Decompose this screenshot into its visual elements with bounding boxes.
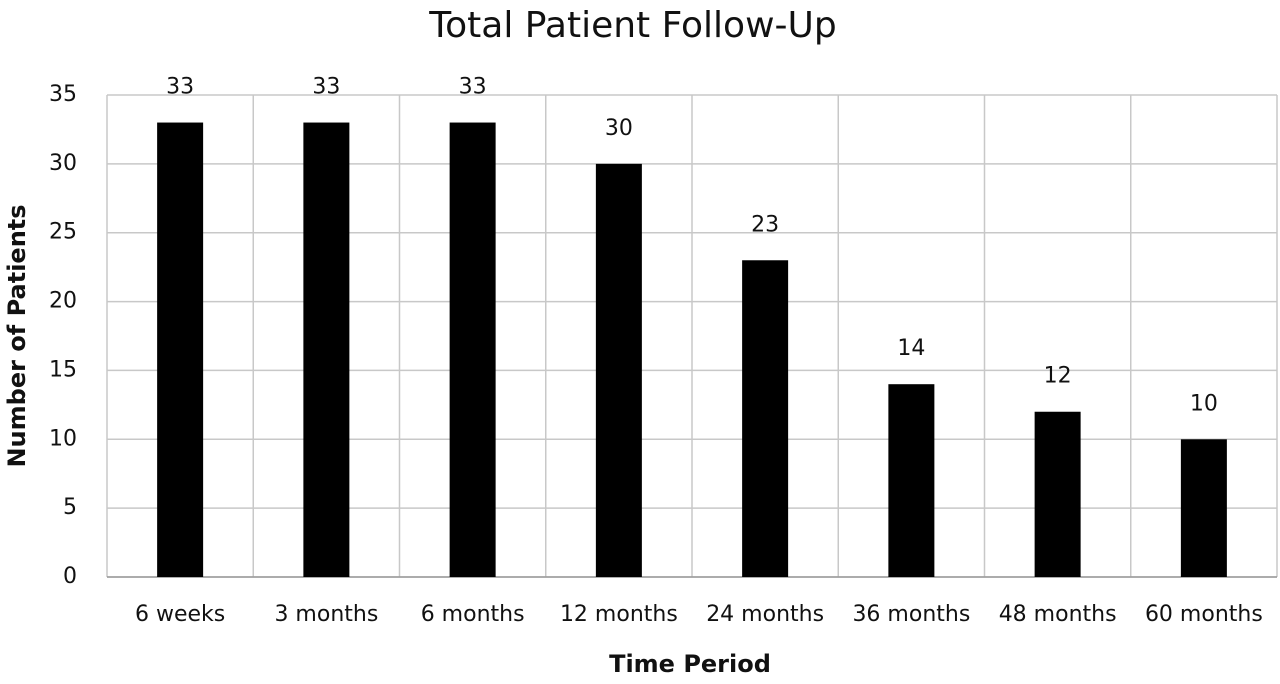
- data-label: 10: [1190, 391, 1218, 416]
- bar: [595, 163, 642, 577]
- bar: [1180, 439, 1227, 577]
- data-label: 33: [166, 75, 194, 100]
- y-tick-label: 25: [49, 220, 77, 245]
- data-label: 33: [312, 75, 340, 100]
- data-label: 23: [751, 212, 779, 237]
- bar: [742, 260, 789, 577]
- data-label: 33: [459, 75, 487, 100]
- y-tick-label: 20: [49, 289, 77, 314]
- x-axis-title: Time Period: [609, 650, 771, 678]
- bar: [888, 384, 935, 577]
- y-tick-label: 15: [49, 357, 77, 382]
- bar: [157, 122, 204, 578]
- x-tick-label: 6 months: [421, 602, 525, 627]
- bar: [1034, 411, 1081, 577]
- chart-title: Total Patient Follow-Up: [428, 5, 836, 46]
- x-tick-label: 3 months: [274, 602, 378, 627]
- data-label: 30: [605, 116, 633, 141]
- y-tick-label: 35: [49, 82, 77, 107]
- y-tick-label: 30: [49, 151, 77, 176]
- data-label: 14: [897, 336, 925, 361]
- x-tick-label: 60 months: [1145, 602, 1263, 627]
- x-tick-label: 12 months: [560, 602, 678, 627]
- x-tick-label: 36 months: [852, 602, 970, 627]
- data-label: 12: [1044, 364, 1072, 389]
- y-axis-title: Number of Patients: [3, 204, 31, 467]
- y-tick-label: 5: [63, 495, 77, 520]
- x-tick-label: 6 weeks: [135, 602, 225, 627]
- x-tick-label: 24 months: [706, 602, 824, 627]
- y-tick-label: 0: [63, 564, 77, 589]
- bar: [449, 122, 496, 578]
- x-tick-label: 48 months: [999, 602, 1117, 627]
- bar: [303, 122, 350, 578]
- y-tick-label: 10: [49, 426, 77, 451]
